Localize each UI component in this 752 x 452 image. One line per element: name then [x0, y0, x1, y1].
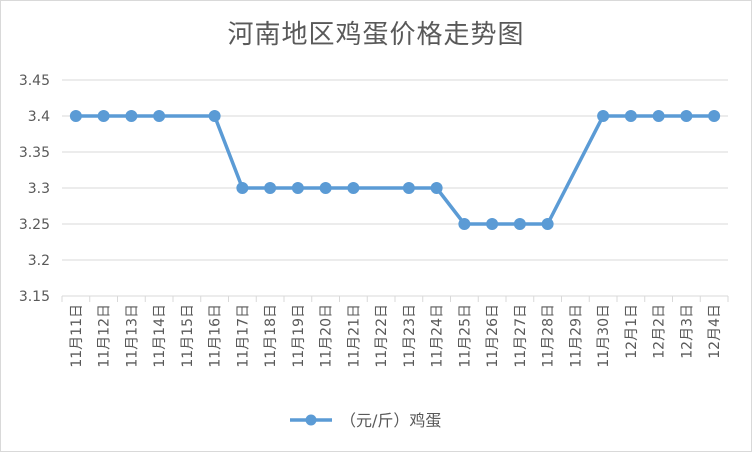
data-point [264, 182, 277, 194]
chart-title: 河南地区鸡蛋价格走势图 [227, 20, 525, 50]
data-point [597, 110, 610, 122]
data-point [624, 110, 637, 122]
legend: （元/斤）鸡蛋 [290, 411, 441, 430]
data-point [291, 182, 304, 194]
data-point [402, 182, 415, 194]
x-tick-label: 11月26日 [485, 304, 501, 368]
y-tick-label: 3.4 [28, 109, 50, 125]
data-point [97, 110, 110, 122]
x-tick-label: 11月16日 [208, 304, 224, 368]
y-tick-label: 3.3 [28, 181, 50, 197]
x-tick-label: 11月25日 [457, 304, 473, 368]
data-point [541, 218, 554, 230]
x-tick-label: 11月15日 [180, 304, 196, 368]
x-tick-label: 11月20日 [319, 304, 335, 368]
legend-marker [305, 414, 317, 426]
data-point [69, 110, 82, 122]
y-tick-label: 3.2 [28, 253, 50, 269]
data-point [486, 218, 499, 230]
x-tick-label: 11月14日 [152, 304, 168, 368]
x-axis-ticks: 11月11日 11月12日 11月13日 11月14日 11月15日 11月16日 11月1… [61, 296, 729, 368]
x-tick-label: 11月23日 [402, 304, 418, 368]
data-point [708, 110, 721, 122]
data-point [430, 182, 443, 194]
x-tick-label: 12月4日 [707, 304, 723, 359]
x-tick-label: 11月17日 [235, 304, 251, 368]
x-tick-label: 12月2日 [652, 304, 668, 359]
data-point [680, 110, 693, 122]
data-point [236, 182, 249, 194]
x-tick-label: 11月28日 [541, 304, 557, 368]
x-tick-label: 11月12日 [97, 304, 113, 368]
data-point [319, 182, 332, 194]
x-tick-label: 12月1日 [624, 304, 640, 359]
data-point [153, 110, 166, 122]
x-tick-label: 11月24日 [430, 304, 446, 368]
x-tick-label: 11月13日 [124, 304, 140, 368]
data-point [347, 182, 360, 194]
data-point [652, 110, 665, 122]
x-tick-label: 11月27日 [513, 304, 529, 368]
legend-label: （元/斤）鸡蛋 [340, 411, 441, 430]
data-point [208, 110, 221, 122]
y-tick-label: 3.45 [19, 73, 50, 89]
series-line [75, 114, 715, 226]
x-tick-label: 11月30日 [596, 304, 612, 368]
series-layer [69, 110, 721, 230]
x-tick-label: 11月19日 [291, 304, 307, 368]
x-tick-label: 11月18日 [263, 304, 279, 368]
y-tick-label: 3.35 [19, 145, 50, 161]
x-tick-label: 12月3日 [679, 304, 695, 359]
x-tick-label: 11月22日 [374, 304, 390, 368]
x-tick-label: 11月21日 [346, 304, 362, 368]
x-tick-label: 11月11日 [69, 304, 85, 368]
data-point [513, 218, 526, 230]
y-tick-label: 3.25 [19, 217, 50, 233]
y-axis-ticks: 3.15 3.2 3.25 3.3 3.35 3.4 3.45 [19, 73, 50, 305]
x-tick-label: 11月29日 [568, 304, 584, 368]
data-point [125, 110, 138, 122]
y-tick-label: 3.15 [19, 289, 50, 305]
data-point [458, 218, 471, 230]
